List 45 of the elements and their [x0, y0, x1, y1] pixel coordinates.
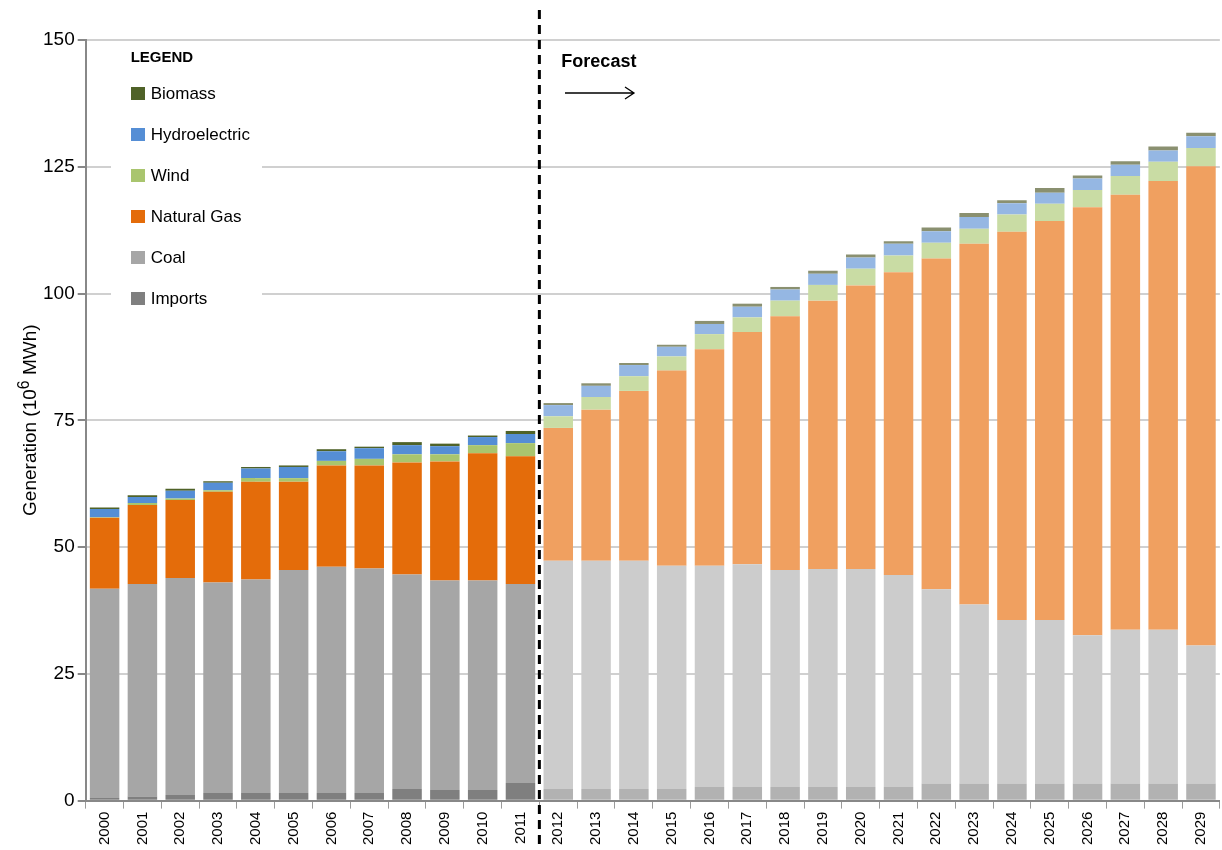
x-tick-label: 2010	[472, 811, 490, 846]
x-tick-label: 2005	[283, 811, 301, 846]
x-tick-label: 2026	[1077, 811, 1095, 846]
x-tick-label: 2000	[94, 811, 112, 846]
x-tick-label: 2016	[699, 811, 717, 846]
x-tick-label: 2023	[964, 811, 982, 846]
y-tick-label: 25	[53, 662, 75, 684]
x-tick-label: 2004	[245, 811, 263, 846]
x-tick-label: 2019	[813, 811, 831, 846]
x-tick-label: 2018	[775, 811, 793, 846]
x-tick-label: 2008	[397, 811, 415, 846]
x-tick-label: 2027	[1115, 811, 1133, 846]
legend-label: Hydroelectric	[150, 124, 250, 145]
x-tick-label: 2009	[434, 811, 452, 846]
legend-label: Coal	[150, 247, 186, 268]
x-tick-label: 2002	[170, 811, 188, 846]
x-tick-label: 2012	[548, 811, 566, 846]
x-tick-label: 2015	[661, 811, 679, 846]
x-tick-label: 2006	[321, 811, 339, 846]
y-tick-label: 100	[43, 281, 75, 303]
y-tick-label: 125	[43, 155, 75, 177]
legend-label: Natural Gas	[150, 206, 242, 227]
x-tick-label: 2011	[510, 811, 528, 844]
legend-label: Biomass	[150, 83, 216, 104]
x-tick-label: 2001	[132, 811, 150, 846]
x-tick-label: 2022	[926, 811, 944, 846]
y-tick-label: 75	[53, 408, 75, 430]
x-tick-label: 2029	[1191, 811, 1209, 846]
y-tick-label: 50	[53, 535, 75, 557]
x-tick-label: 2013	[586, 811, 604, 846]
x-tick-label: 2025	[1039, 811, 1057, 846]
x-tick-label: 2028	[1153, 811, 1171, 846]
legend-title: LEGEND	[130, 48, 195, 65]
x-tick-label: 2014	[624, 811, 642, 846]
legend-label: Imports	[150, 288, 208, 309]
x-tick-label: 2020	[850, 811, 868, 846]
legend-label: Wind	[150, 165, 190, 186]
annotation: Forecast	[561, 50, 637, 71]
x-tick-label: 2021	[888, 811, 906, 846]
y-tick-label: 0	[64, 788, 75, 810]
x-tick-label: 2007	[359, 811, 377, 846]
y-tick-label: 150	[43, 28, 75, 50]
x-tick-label: 2024	[1002, 811, 1020, 846]
x-tick-label: 2003	[208, 811, 226, 846]
x-tick-label: 2017	[737, 811, 755, 846]
